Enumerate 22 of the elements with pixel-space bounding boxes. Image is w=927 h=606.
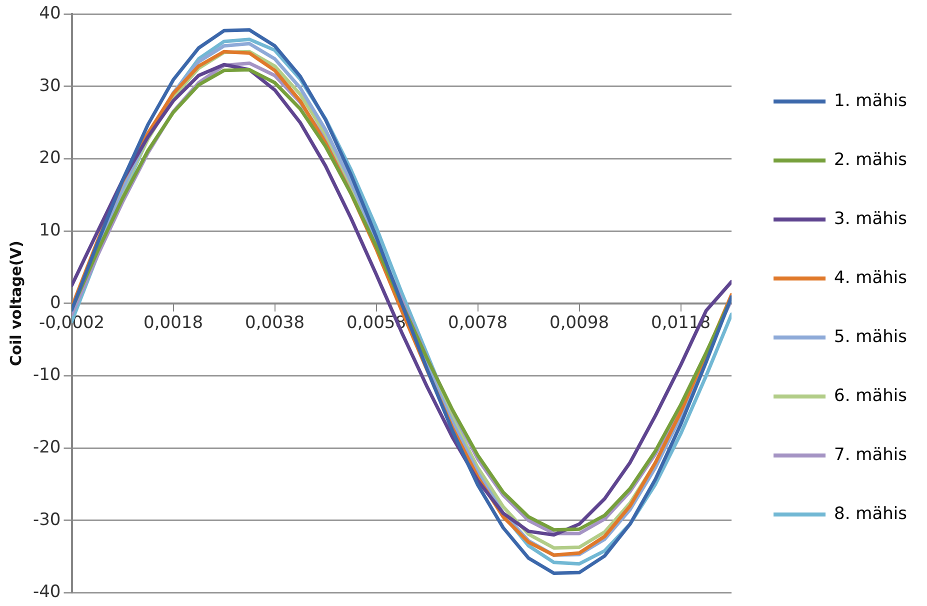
y-tick-label: -20 bbox=[32, 438, 61, 458]
y-tick-label: 30 bbox=[39, 76, 61, 96]
y-tick-label: 20 bbox=[39, 148, 61, 168]
legend-label: 5. mähis bbox=[834, 326, 908, 347]
y-tick-label: 40 bbox=[39, 3, 61, 24]
x-tick-label: 0,0018 bbox=[144, 313, 204, 334]
x-tick-label: 0,0078 bbox=[448, 313, 508, 334]
legend-label: 8. mähis bbox=[834, 504, 908, 524]
x-tick-label: 0,0098 bbox=[550, 313, 610, 334]
y-tick-label: -10 bbox=[32, 365, 61, 386]
legend-label: 7. mähis bbox=[834, 444, 908, 465]
legend-label: 4. mähis bbox=[834, 268, 908, 288]
legend-label: 2. mähis bbox=[834, 150, 908, 170]
x-tick-label: 0,0038 bbox=[245, 313, 305, 334]
y-tick-label: -30 bbox=[32, 510, 61, 530]
y-axis-title: Coil voltage(V) bbox=[6, 240, 25, 366]
legend-label: 6. mähis bbox=[834, 386, 908, 406]
y-tick-label: 0 bbox=[50, 292, 61, 313]
legend-label: 3. mähis bbox=[834, 208, 908, 229]
legend-label: 1. mähis bbox=[834, 90, 908, 111]
y-tick-label: 10 bbox=[39, 220, 61, 240]
y-tick-label: -40 bbox=[32, 582, 61, 602]
